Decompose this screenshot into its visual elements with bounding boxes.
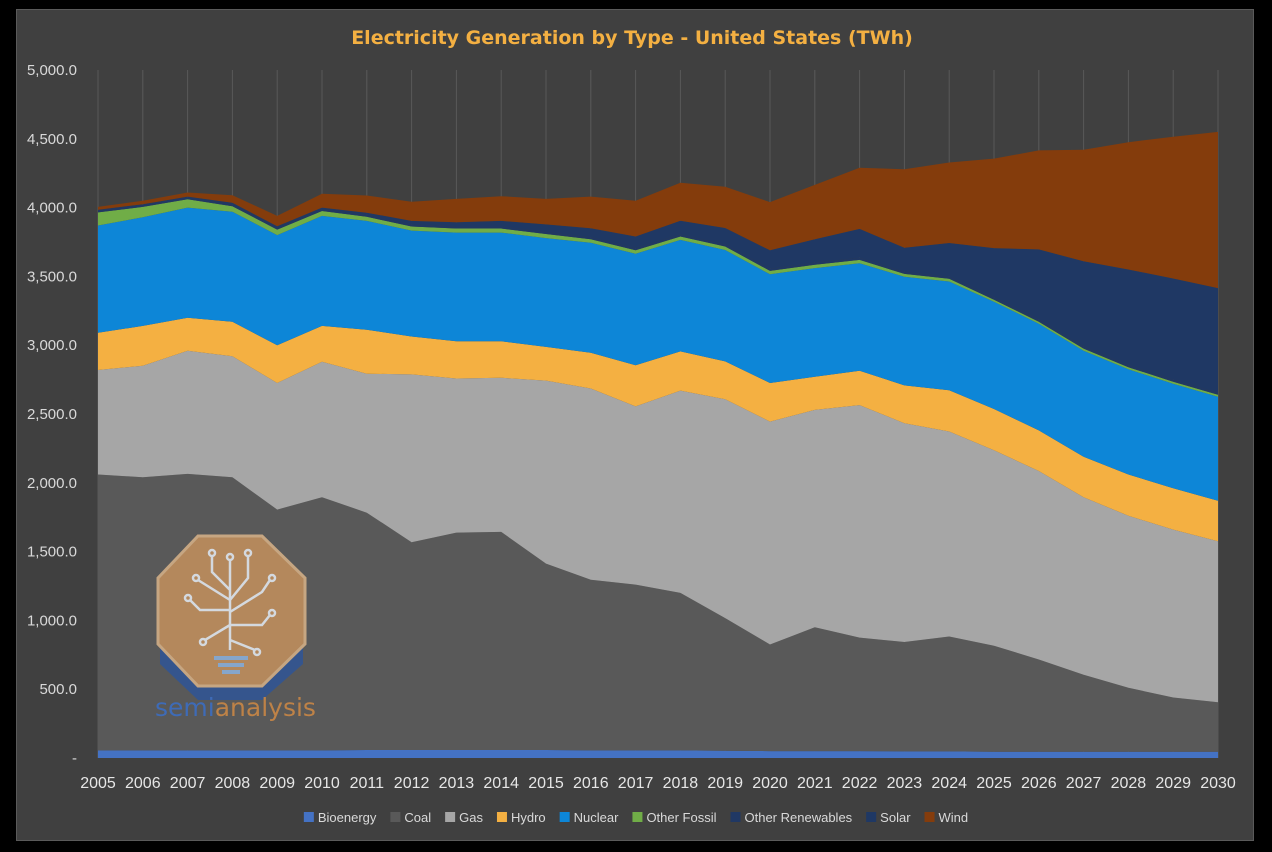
x-tick-label: 2026 [1021, 775, 1057, 792]
legend-item-coal: Coal [390, 810, 431, 825]
x-tick-label: 2023 [887, 775, 923, 792]
legend-item-bioenergy: Bioenergy [303, 810, 377, 825]
y-tick-label: - [72, 750, 77, 767]
legend-swatch-solar [866, 812, 877, 822]
legend-item-wind: Wind [924, 810, 969, 825]
legend-label-gas: Gas [459, 810, 483, 825]
legend-item-other-renewables: Other Renewables [730, 810, 853, 825]
legend-item-nuclear: Nuclear [559, 810, 619, 825]
legend-swatch-wind [924, 812, 935, 822]
legend-item-gas: Gas [445, 810, 483, 825]
x-tick-label: 2006 [125, 775, 161, 792]
x-tick-label: 2021 [797, 775, 833, 792]
legend-swatch-coal [390, 812, 401, 822]
x-tick-label: 2025 [976, 775, 1012, 792]
area-bioenergy [98, 750, 1218, 758]
legend-label-nuclear: Nuclear [574, 810, 619, 825]
x-tick-label: 2013 [439, 775, 475, 792]
y-tick-label: 5,000.0 [27, 62, 77, 79]
y-tick-label: 2,000.0 [27, 475, 77, 492]
legend-label-solar: Solar [880, 810, 911, 825]
logo-base-bars [214, 656, 248, 674]
legend-item-other-fossil: Other Fossil [632, 810, 717, 825]
x-tick-label: 2009 [259, 775, 295, 792]
legend-swatch-hydro [496, 812, 507, 822]
area-wind [98, 131, 1218, 289]
legend-label-hydro: Hydro [511, 810, 546, 825]
area-solar [98, 196, 1218, 393]
circuit-tree-icon [183, 548, 277, 657]
x-tick-label: 2008 [215, 775, 251, 792]
area-nuclear [98, 207, 1218, 501]
y-tick-label: 4,000.0 [27, 200, 77, 217]
y-tick-label: 500.0 [39, 681, 77, 698]
legend-swatch-other-fossil [632, 812, 643, 822]
legend-label-other-fossil: Other Fossil [646, 810, 716, 825]
legend-label-coal: Coal [404, 810, 431, 825]
area-coal [98, 473, 1218, 752]
area-gas [98, 350, 1218, 703]
legend-label-other-renewables: Other Renewables [745, 810, 853, 825]
x-tick-label: 2016 [573, 775, 609, 792]
legend-swatch-gas [445, 812, 456, 822]
y-tick-label: 3,000.0 [27, 337, 77, 354]
y-axis-ticks: - 500.0 1,000.0 1,500.0 2,000.0 2,500.0 3,000.… [27, 62, 77, 767]
x-tick-label: 2019 [707, 775, 743, 792]
y-tick-label: 2,500.0 [27, 406, 77, 423]
x-tick-label: 2030 [1200, 775, 1236, 792]
semianalysis-logo: semianalysis [155, 534, 316, 722]
area-hydro [98, 317, 1218, 542]
x-tick-label: 2027 [1066, 775, 1102, 792]
x-tick-label: 2007 [170, 775, 206, 792]
chart-title: Electricity Generation by Type - United … [351, 27, 913, 49]
legend: Bioenergy Coal Gas Hydro Nuclear Other Fossil… [303, 810, 969, 825]
y-tick-label: 1,000.0 [27, 612, 77, 629]
x-tick-label: 2015 [528, 775, 564, 792]
logo-wordmark: semianalysis [155, 693, 316, 722]
x-tick-label: 2014 [483, 775, 519, 792]
x-tick-label: 2018 [663, 775, 699, 792]
x-tick-label: 2012 [394, 775, 430, 792]
x-tick-label: 2024 [931, 775, 967, 792]
legend-swatch-other-renewables [730, 812, 741, 822]
y-tick-label: 3,500.0 [27, 268, 77, 285]
x-tick-label: 2010 [304, 775, 340, 792]
x-tick-label: 2011 [350, 775, 385, 792]
area-series [98, 131, 1218, 758]
x-tick-label: 2022 [842, 775, 878, 792]
legend-item-hydro: Hydro [496, 810, 546, 825]
logo-text-analysis: analysis [215, 693, 316, 722]
x-tick-label: 2028 [1111, 775, 1147, 792]
x-tick-label: 2005 [80, 775, 116, 792]
legend-swatch-nuclear [559, 812, 570, 822]
x-tick-label: 2029 [1155, 775, 1191, 792]
y-tick-label: 4,500.0 [27, 131, 77, 148]
logo-text-semi: semi [155, 693, 215, 722]
legend-item-solar: Solar [866, 810, 911, 825]
legend-swatch-bioenergy [303, 812, 314, 822]
y-tick-label: 1,500.0 [27, 544, 77, 561]
x-axis-ticks: 2005 2006 2007 2008 2009 2010 2011 2012 2013 2014… [80, 775, 1236, 792]
legend-label-bioenergy: Bioenergy [318, 810, 377, 825]
legend-label-wind: Wind [939, 810, 969, 825]
x-tick-label: 2020 [752, 775, 788, 792]
x-tick-label: 2017 [618, 775, 654, 792]
